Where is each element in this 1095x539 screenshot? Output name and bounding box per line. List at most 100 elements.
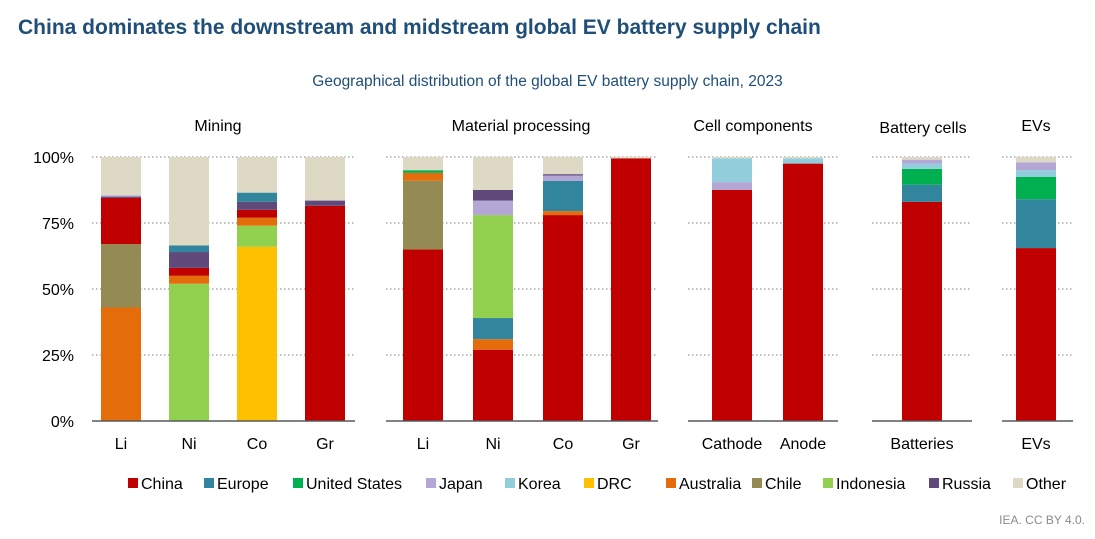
chart-subtitle: Geographical distribution of the global … [312,73,783,90]
bar-segment-other [543,157,583,175]
bar-segment-other [403,157,443,171]
legend-label: Japan [439,476,483,493]
bar-segment-china [101,197,141,245]
bar-segment-china [611,158,651,421]
bar-segment-australia [169,275,209,284]
bar-segment-other [237,157,277,193]
legend-swatch-europe [204,478,214,488]
bar-segment-russia [543,174,583,176]
bar-segment-china [473,349,513,421]
bar-segment-russia [169,252,209,268]
legend-swatch-other [1013,478,1023,488]
legend-swatch-indonesia [823,478,833,488]
legend-swatch-united-states [293,478,303,488]
bar-segment-indonesia [237,225,277,247]
legend-label: United States [306,476,402,493]
bar-segment-japan [543,175,583,181]
bar-segment-china [712,190,752,421]
bar-segment-korea [783,158,823,164]
bar-segment-china [403,249,443,421]
bar-segment-other [169,157,209,246]
y-tick-label: 25% [42,348,74,365]
bar-segment-russia [305,200,345,206]
legend-label: Russia [942,476,991,493]
panel-title: EVs [1021,118,1050,135]
bar-segment-other [712,157,752,159]
x-tick-label: Gr [316,436,334,453]
legend-label: DRC [597,476,632,493]
x-tick-label: Anode [780,436,826,453]
legend-swatch-japan [426,478,436,488]
legend-swatch-australia [666,478,676,488]
bar-segment-china [543,215,583,421]
bar-segment-russia [473,190,513,201]
y-tick-label: 50% [42,282,74,299]
bar-segment-other [101,157,141,196]
x-tick-label: Co [553,436,574,453]
x-tick-label: Ni [485,436,500,453]
legend-label: Other [1026,476,1067,493]
x-tick-label: EVs [1021,436,1050,453]
legend-label: Australia [679,476,741,493]
bar-segment-japan [101,195,141,197]
bar-segment-europe [237,192,277,202]
bar-segment-china [783,163,823,421]
bar-segment-europe [543,180,583,212]
bar-segment-japan [902,159,942,164]
x-tick-label: Batteries [890,436,953,453]
legend-label: Indonesia [836,476,905,493]
x-tick-label: Cathode [702,436,763,453]
bar-segment-united-states [1016,176,1056,200]
x-tick-label: Gr [622,436,640,453]
legend-label: Chile [765,476,802,493]
bar-segment-russia [101,196,141,198]
bar-segment-australia [237,217,277,226]
chart-title: China dominates the downstream and midst… [18,16,821,39]
legend-label: China [141,476,183,493]
bar-segment-japan [473,200,513,216]
y-tick-label: 75% [42,216,74,233]
x-tick-label: Li [115,436,127,453]
bar-segment-other [902,157,942,160]
bar-segment-chile [101,244,141,308]
y-tick-label: 0% [51,414,74,431]
legend-label: Europe [217,476,269,493]
panel-title: Mining [194,118,241,135]
bar-segment-indonesia [169,283,209,421]
x-tick-label: Li [417,436,429,453]
bar-segment-europe [902,184,942,202]
bar-segment-korea [1016,170,1056,177]
bar-segment-drc [237,246,277,421]
legend-swatch-china [128,478,138,488]
bar-segment-united-states [902,168,942,185]
bar-segment-other [783,157,823,159]
bar-segment-other [611,157,651,159]
legend-swatch-chile [752,478,762,488]
legend-label: Korea [518,476,561,493]
bar-segment-japan [712,182,752,190]
bar-segment-japan [1016,162,1056,171]
bar-segment-china [902,201,942,421]
bar-segment-russia [237,201,277,210]
source-credit: IEA. CC BY 4.0. [999,513,1085,527]
panel-title: Material processing [452,118,591,135]
x-tick-label: Co [247,436,268,453]
bar-segment-europe [1016,199,1056,249]
bar-segment-other [1016,157,1056,163]
bar-segment-australia [403,172,443,181]
bar-segment-australia [101,307,141,421]
legend-swatch-russia [929,478,939,488]
bar-segment-australia [543,211,583,216]
bar-segment-china [237,209,277,218]
bar-segment-china [1016,248,1056,421]
legend-swatch-drc [584,478,594,488]
panel-title: Cell components [693,118,812,135]
bar-segment-korea [902,163,942,169]
bar-segment-united-states [403,170,443,173]
x-tick-label: Ni [181,436,196,453]
bar-segment-chile [403,180,443,250]
bar-segment-europe [169,245,209,253]
bar-segment-australia [473,339,513,350]
bar-segment-europe [473,318,513,340]
